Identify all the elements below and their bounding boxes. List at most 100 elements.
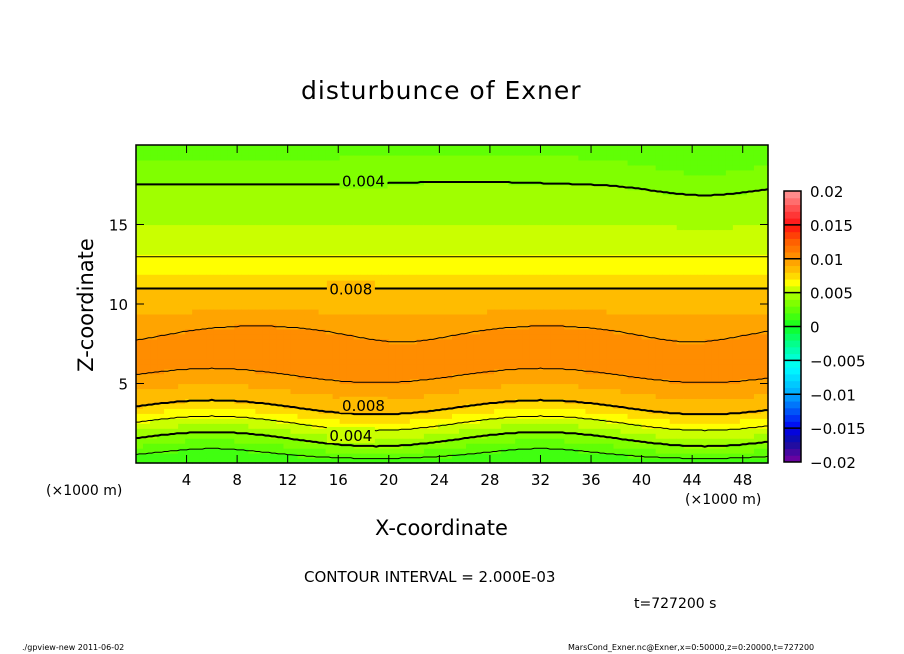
contour-cell: [220, 313, 228, 320]
contour-cell: [353, 448, 362, 454]
contour-cell: [627, 194, 636, 201]
contour-cell: [648, 413, 657, 419]
contour-cell: [255, 393, 263, 400]
contour-cell: [150, 363, 158, 370]
contour-cell: [522, 274, 530, 280]
contour-cell: [374, 373, 383, 380]
contour-cell: [262, 209, 271, 216]
contour-cell: [550, 169, 558, 176]
contour-cell: [543, 333, 551, 340]
contour-cell: [234, 418, 242, 424]
contour-cell: [571, 378, 579, 385]
contour-cell: [683, 458, 692, 464]
contour-cell: [473, 154, 481, 161]
contour-cell: [374, 368, 383, 375]
contour-cell: [473, 304, 481, 310]
contour-cell: [522, 184, 530, 191]
contour-cell: [480, 269, 488, 275]
contour-cell: [522, 189, 530, 196]
contour-cell: [185, 159, 193, 166]
contour-cell: [269, 224, 278, 231]
contour-cell: [627, 189, 636, 196]
contour-cell: [178, 279, 186, 285]
contour-cell: [248, 234, 256, 241]
contour-cell: [318, 229, 327, 236]
contour-cell: [571, 363, 579, 370]
contour-cell: [543, 274, 551, 280]
contour-cell: [150, 284, 158, 290]
contour-cell: [206, 269, 214, 275]
contour-cell: [213, 433, 221, 439]
contour-cell: [634, 229, 643, 236]
contour-cell: [641, 343, 650, 350]
contour-cell: [557, 224, 565, 231]
contour-cell: [508, 164, 516, 171]
contour-cell: [494, 269, 502, 275]
contour-cell: [613, 448, 622, 454]
contour-cell: [592, 313, 601, 320]
contour-cell: [536, 274, 544, 280]
contour-cell: [248, 145, 256, 151]
contour-cell: [262, 368, 271, 375]
contour-cell: [192, 323, 200, 330]
contour-cell: [641, 204, 650, 211]
contour-cell: [515, 458, 523, 464]
contour-cell: [634, 169, 643, 176]
contour-cell: [136, 204, 144, 211]
contour-cell: [430, 343, 439, 350]
contour-cell: [171, 164, 179, 171]
contour-cell: [353, 393, 362, 400]
contour-cell: [304, 279, 313, 285]
contour-cell: [501, 338, 509, 345]
contour-cell: [543, 209, 551, 216]
contour-cell: [185, 323, 193, 330]
contour-cell: [501, 229, 509, 236]
contour-cell: [648, 284, 657, 290]
contour-cell: [430, 174, 439, 181]
contour-cell: [620, 294, 629, 300]
contour-cell: [311, 343, 320, 350]
contour-cell: [297, 433, 306, 439]
contour-cell: [452, 214, 460, 221]
contour-cell: [381, 318, 390, 325]
contour-cell: [522, 154, 530, 161]
contour-cell: [388, 373, 397, 380]
contour-cell: [409, 294, 418, 300]
contour-cell: [241, 274, 249, 280]
contour-cell: [437, 323, 446, 330]
contour-cell: [655, 284, 664, 290]
contour-cell: [290, 244, 299, 250]
contour-cell: [150, 358, 158, 365]
contour-cell: [515, 348, 523, 355]
contour-cell: [501, 443, 509, 449]
contour-cell: [157, 348, 165, 355]
contour-cell: [676, 269, 685, 275]
contour-cell: [564, 428, 572, 434]
contour-cell: [515, 328, 523, 335]
contour-cell: [416, 328, 425, 335]
contour-cell: [255, 343, 263, 350]
contour-cell: [564, 423, 572, 429]
contour-cell: [325, 318, 334, 325]
contour-cell: [529, 328, 537, 335]
contour-cell: [164, 438, 172, 444]
contour-cell: [255, 284, 263, 290]
contour-cell: [339, 383, 348, 390]
contour-cell: [262, 169, 271, 176]
contour-cell: [402, 423, 411, 429]
contour-cell: [543, 284, 551, 290]
contour-cell: [381, 378, 390, 385]
contour-cell: [522, 383, 530, 390]
contour-cell: [627, 274, 636, 280]
contour-cell: [627, 333, 636, 340]
contour-cell: [276, 358, 285, 365]
contour-cell: [585, 333, 594, 340]
contour-cell: [304, 318, 313, 325]
contour-cell: [339, 393, 348, 400]
contour-cell: [648, 219, 657, 226]
contour-cell: [473, 294, 481, 300]
contour-cell: [402, 264, 411, 270]
contour-cell: [213, 428, 221, 434]
contour-cell: [283, 363, 292, 370]
contour-cell: [353, 229, 362, 236]
